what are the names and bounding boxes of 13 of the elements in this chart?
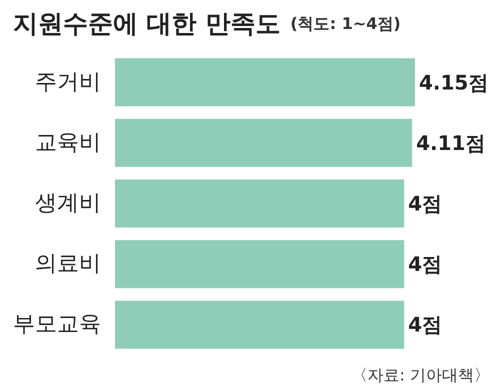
y-tick-label: 생계비 (35, 191, 101, 216)
data-label: 4점 (408, 252, 442, 276)
data-label: 4.15점 (419, 70, 488, 94)
chart-subtitle: (척도: 1~4점) (290, 14, 401, 33)
data-label: 4점 (408, 312, 442, 337)
y-tick-label: 의료비 (35, 252, 101, 277)
data-label: 4점 (408, 192, 442, 216)
y-tick-label: 부모교육 (13, 312, 101, 338)
y-tick-label: 주거비 (35, 70, 101, 95)
chart-title: 지원수준에 대한 만족도 (13, 9, 280, 38)
text: 〈자료: 기아대책〉 (352, 366, 490, 384)
y-tick-label: 교육비 (35, 130, 101, 156)
data-label: 4.11점 (416, 130, 486, 155)
